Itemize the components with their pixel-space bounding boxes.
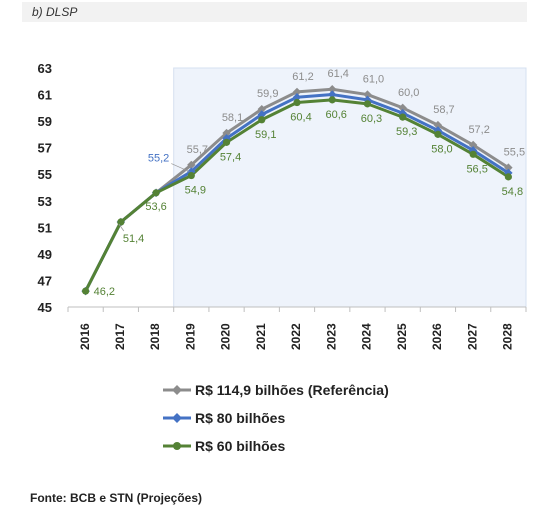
series-1-point — [328, 90, 337, 99]
y-tick-label: 55 — [38, 167, 52, 182]
x-tick-label: 2027 — [465, 323, 479, 350]
x-tick-label: 2018 — [148, 323, 162, 350]
series-2-point — [504, 173, 512, 181]
series-1-point — [257, 110, 266, 119]
x-tick-label: 2017 — [113, 323, 127, 350]
data-label: 54,9 — [185, 185, 206, 197]
series-0-point — [292, 87, 302, 97]
series-2-point — [293, 98, 301, 107]
source-note: Fonte: BCB e STN (Projeções) — [30, 491, 203, 505]
data-label: 58,7 — [433, 104, 454, 116]
legend-label: R$ 60 bilhões — [195, 438, 286, 454]
series-0-point — [398, 103, 407, 113]
x-tick-label: 2016 — [78, 323, 92, 350]
data-label-leader — [171, 163, 190, 172]
data-label-leader — [118, 223, 125, 232]
data-label: 60,3 — [361, 113, 382, 125]
data-label: 55,2 — [148, 153, 169, 165]
x-tick-label: 2022 — [289, 323, 303, 350]
series-0-point — [433, 120, 443, 130]
series-2-point — [328, 96, 336, 104]
data-label: 59,3 — [396, 126, 417, 138]
y-tick-label: 63 — [38, 61, 52, 76]
chart-header-bar: b) DLSP — [22, 2, 527, 22]
y-tick-label: 59 — [38, 114, 52, 129]
x-tick-label: 2026 — [430, 323, 444, 350]
chart-subtitle: b) DLSP — [32, 5, 78, 19]
data-label: 57,2 — [468, 124, 489, 136]
data-label: 59,9 — [257, 88, 278, 100]
x-tick-label: 2028 — [501, 323, 515, 350]
series-0-point — [468, 140, 478, 150]
x-tick-label: 2023 — [324, 323, 338, 350]
series-2-point — [469, 150, 477, 158]
data-label: 60,6 — [326, 109, 347, 121]
series-2-point — [117, 218, 125, 226]
series-2-point — [363, 100, 372, 108]
series-0-point — [222, 128, 231, 138]
y-tick-label: 47 — [38, 273, 52, 288]
data-label: 46,2 — [94, 286, 115, 298]
series-2-point — [258, 116, 266, 124]
y-tick-label: 61 — [38, 88, 52, 103]
series-2-point — [434, 130, 442, 138]
x-tick-label: 2020 — [219, 323, 233, 350]
x-tick-label: 2025 — [395, 323, 409, 350]
data-label: 54,8 — [502, 186, 523, 198]
series-0-point — [187, 160, 196, 170]
legend-label: R$ 114,9 bilhões (Referência) — [195, 382, 389, 398]
series-2-point — [82, 287, 90, 295]
data-label: 58,1 — [222, 112, 243, 124]
series-2-point — [222, 138, 231, 146]
x-tick-label: 2019 — [183, 323, 197, 350]
series-0-point — [504, 163, 513, 172]
data-label: 58,0 — [431, 143, 452, 155]
dlsp-line-chart: 63 61 59 57 55 53 51 49 47 45 2016 2017 2018 2019 2020… — [38, 61, 527, 350]
y-tick-label: 45 — [38, 300, 52, 315]
data-label: 60,4 — [290, 112, 311, 124]
data-label: 57,4 — [220, 151, 241, 163]
series-1-point — [292, 93, 302, 102]
series-0-point — [363, 90, 372, 99]
data-label: 53,6 — [145, 201, 166, 213]
y-tick-label: 49 — [38, 247, 52, 262]
data-label: 51,4 — [123, 233, 144, 245]
data-label: 59,1 — [255, 129, 276, 141]
data-label: 56,5 — [466, 163, 487, 175]
series-0-point — [257, 104, 266, 114]
y-tick-label: 57 — [38, 141, 52, 156]
data-label: 61,2 — [292, 71, 313, 83]
projection-shaded-region — [173, 67, 527, 308]
x-tick-label: 2021 — [254, 323, 268, 350]
legend-swatch — [163, 442, 191, 450]
data-label: 61,0 — [363, 74, 384, 86]
data-label: 55,7 — [187, 144, 208, 156]
y-tick-label: 53 — [38, 194, 52, 209]
y-tick-label: 51 — [38, 220, 52, 235]
data-label: 55,5 — [504, 147, 525, 159]
legend-label: R$ 80 bilhões — [195, 410, 286, 426]
data-label: 60,0 — [398, 87, 419, 99]
series-2-point — [399, 113, 407, 121]
series-0-point — [328, 85, 337, 94]
series-2-point — [152, 189, 160, 197]
x-tick-label: 2024 — [360, 323, 374, 350]
series-2-point — [187, 171, 195, 180]
legend-swatch — [163, 385, 191, 395]
legend-swatch — [163, 413, 191, 423]
data-label: 61,4 — [328, 68, 349, 80]
